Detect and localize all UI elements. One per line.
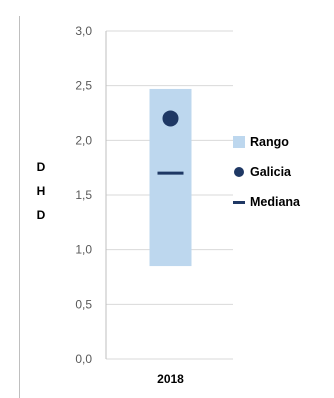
gridlines: [105, 30, 233, 360]
legend-label-mediana: Mediana: [250, 195, 301, 209]
legend-item-galicia: Galicia: [233, 163, 300, 181]
legend-swatch-mediana: [233, 200, 245, 204]
x-category-labels: 2018: [157, 372, 184, 386]
chart-marks: [149, 88, 192, 267]
y-tick-label: 0,0: [75, 352, 92, 366]
y-tick-label: 2,0: [75, 133, 92, 147]
legend-swatch-galicia: [234, 167, 244, 177]
legend-swatch-rango: [233, 136, 245, 148]
legend-item-rango: Rango: [233, 133, 300, 151]
y-tick-label: 0,5: [75, 297, 92, 311]
legend-item-mediana: Mediana: [233, 193, 300, 211]
marker-galicia: [162, 110, 179, 127]
y-tick-label: 3,0: [75, 24, 92, 38]
dash-mediana: [157, 171, 184, 175]
x-category-label: 2018: [157, 372, 184, 386]
y-tick-label: 1,0: [75, 243, 92, 257]
legend-label-galicia: Galicia: [250, 165, 291, 179]
y-tick-label: 1,5: [75, 188, 92, 202]
legend-label-rango: Rango: [250, 135, 289, 149]
chart-frame-line: [19, 16, 20, 398]
legend: Rango Galicia Mediana: [233, 133, 300, 223]
y-tick-label: 2,5: [75, 79, 92, 93]
y-tick-labels: 0,0 0,5 1,0 1,5 2,0 2,5 3,0: [75, 24, 92, 366]
